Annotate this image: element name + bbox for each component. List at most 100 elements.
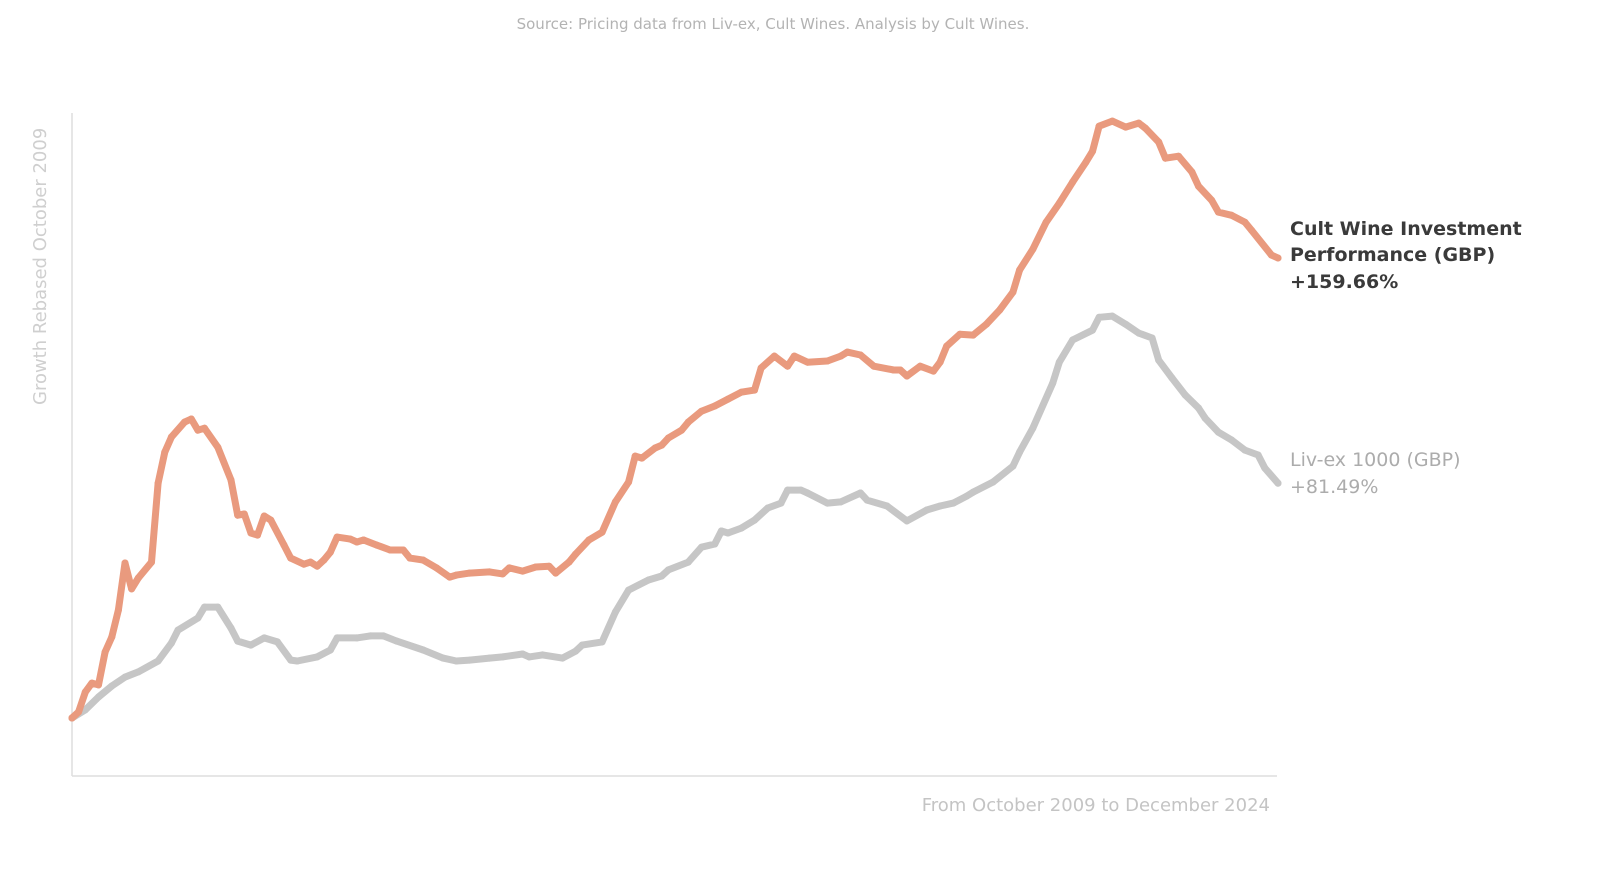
data-point: [452, 657, 460, 665]
data-point: [1122, 123, 1130, 131]
data-point: [154, 657, 162, 665]
data-point: [1228, 436, 1236, 444]
data-point: [273, 638, 281, 646]
data-point: [326, 646, 334, 654]
data-point: [651, 444, 659, 452]
data-point: [1188, 168, 1196, 176]
data-point: [214, 443, 222, 451]
series-name-line: Performance (GBP): [1290, 244, 1495, 266]
data-point: [287, 554, 295, 562]
data-point: [307, 558, 314, 566]
data-point: [552, 569, 560, 577]
data-point: [260, 512, 268, 520]
data-point: [234, 511, 242, 519]
data-point: [1009, 462, 1017, 470]
data-point: [360, 536, 368, 544]
data-point: [114, 606, 122, 614]
data-point: [1142, 124, 1149, 132]
data-point: [572, 550, 580, 558]
data-point: [1016, 266, 1024, 274]
data-point: [572, 647, 580, 655]
data-point: [75, 708, 83, 716]
data-point: [903, 517, 911, 525]
data-point: [128, 585, 136, 593]
data-point: [1168, 374, 1176, 382]
series-layer: [68, 117, 1282, 722]
data-point: [823, 357, 831, 365]
data-point: [88, 679, 96, 687]
data-point: [903, 372, 911, 380]
data-point: [466, 656, 474, 664]
data-point: [625, 478, 633, 486]
data-point: [956, 330, 964, 338]
data-point: [247, 641, 255, 649]
data-point: [1155, 356, 1163, 364]
data-point: [698, 543, 705, 551]
data-point: [664, 434, 672, 442]
data-point: [1108, 312, 1116, 320]
data-point: [419, 646, 427, 654]
data-point: [68, 714, 76, 722]
data-point: [254, 531, 261, 539]
data-point: [1261, 464, 1269, 472]
data-point: [870, 362, 878, 370]
data-point: [1195, 404, 1202, 412]
data-point: [611, 498, 619, 506]
data-point: [790, 352, 798, 360]
data-point: [711, 540, 719, 548]
data-point: [823, 499, 831, 507]
series-name-line: Cult Wine Investment: [1290, 218, 1522, 240]
data-point: [645, 576, 652, 584]
data-point: [770, 352, 778, 360]
data-point: [625, 586, 633, 594]
data-point: [757, 364, 765, 372]
series-label-cult-wine: Cult Wine Investment Performance (GBP) +…: [1290, 218, 1522, 293]
data-point: [452, 571, 460, 579]
data-point: [1181, 391, 1189, 399]
data-point: [1042, 218, 1050, 226]
data-point: [1016, 448, 1024, 456]
data-point: [737, 524, 745, 532]
data-point: [108, 633, 116, 641]
data-point: [419, 556, 427, 564]
series-line-liv-ex: [68, 312, 1282, 722]
data-point: [751, 516, 758, 524]
data-point: [1082, 158, 1090, 166]
y-axis-label: Growth Rebased October 2009: [30, 128, 51, 405]
data-point: [167, 433, 175, 441]
data-point: [545, 562, 553, 570]
data-point: [240, 510, 248, 518]
series-end-value: +159.66%: [1290, 271, 1398, 293]
data-point: [863, 496, 871, 504]
data-point: [963, 492, 971, 500]
data-point: [201, 424, 208, 432]
data-point: [433, 564, 440, 572]
data-point: [280, 541, 288, 549]
data-point: [777, 499, 785, 507]
data-point: [936, 502, 944, 510]
data-point: [631, 452, 639, 460]
data-point: [446, 573, 454, 581]
data-point: [678, 426, 686, 434]
data-point: [717, 527, 725, 535]
data-point: [764, 504, 772, 512]
data-point: [923, 506, 931, 514]
data-point: [989, 478, 997, 486]
data-point: [1175, 152, 1183, 160]
data-point: [638, 454, 646, 462]
data-point: [134, 574, 142, 582]
data-point: [108, 682, 116, 690]
data-point: [843, 348, 851, 356]
data-point: [969, 331, 977, 339]
data-point: [837, 352, 845, 360]
data-point: [406, 554, 414, 562]
data-point: [320, 556, 328, 564]
data-point: [81, 688, 89, 696]
data-point: [658, 572, 666, 580]
data-point: [1155, 138, 1163, 146]
data-point: [260, 634, 268, 642]
data-point: [95, 693, 102, 701]
data-point: [883, 502, 891, 510]
data-point: [499, 653, 507, 661]
data-point: [936, 358, 944, 366]
